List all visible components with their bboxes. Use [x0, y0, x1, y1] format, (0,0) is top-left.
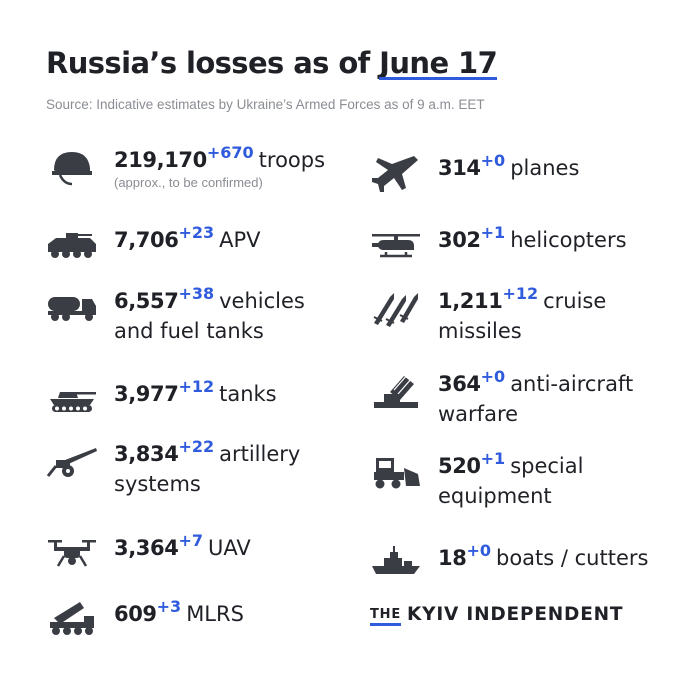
mlrs-delta: +3 [156, 597, 182, 616]
helmet-icon [46, 146, 98, 186]
artillery-value: 3,834 [114, 442, 179, 466]
anti-aircraft-label-2: warfare [438, 402, 519, 426]
anti-aircraft-icon [370, 370, 422, 410]
page-title: Russia’s losses as of June 17 [46, 46, 498, 80]
artillery-icon [46, 440, 98, 480]
title-date: June 17 [379, 46, 498, 80]
plane-icon [370, 154, 422, 194]
mlrs-label: MLRS [186, 602, 244, 626]
troops-value: 219,170 [114, 148, 207, 172]
uav-value: 3,364 [114, 536, 179, 560]
planes-label: planes [510, 156, 580, 180]
brand-logo: THE KYIV INDEPENDENT [370, 604, 624, 626]
helicopters-delta: +1 [480, 223, 506, 242]
missiles-value: 1,211 [438, 289, 503, 313]
artillery-label: artillery [219, 442, 301, 466]
artillery-label-2: systems [114, 472, 201, 496]
artillery-delta: +22 [178, 437, 215, 456]
tanks-delta: +12 [178, 377, 215, 396]
title-main: Russia’s losses as of [46, 46, 380, 80]
tanks-label: tanks [219, 382, 277, 406]
brand-the: THE [370, 607, 402, 626]
missiles-label-2: missiles [438, 319, 522, 343]
planes-delta: +0 [480, 151, 506, 170]
anti-aircraft-label: anti-aircraft [510, 372, 634, 396]
apv-icon [46, 226, 98, 266]
boats-value: 18 [438, 546, 467, 570]
apv-delta: +23 [178, 223, 215, 242]
apv-label: APV [219, 228, 261, 252]
vehicles-label: vehicles [219, 289, 305, 313]
missiles-delta: +12 [502, 284, 539, 303]
vehicles-delta: +38 [178, 284, 215, 303]
uav-delta: +7 [178, 531, 203, 550]
helicopters-label: helicopters [510, 228, 627, 252]
special-label-2: equipment [438, 484, 552, 508]
helicopter-icon [370, 226, 422, 266]
helicopters-value: 302 [438, 228, 481, 252]
drone-icon [46, 534, 98, 574]
uav-label: UAV [207, 536, 251, 560]
apv-value: 7,706 [114, 228, 179, 252]
planes-value: 314 [438, 156, 481, 180]
troops-label: troops [258, 148, 326, 172]
source-line: Source: Indicative estimates by Ukraine’… [46, 97, 485, 112]
boats-delta: +0 [466, 541, 491, 560]
mlrs-value: 609 [114, 602, 157, 626]
tank-icon [46, 380, 98, 420]
anti-aircraft-delta: +0 [480, 367, 506, 386]
anti-aircraft-value: 364 [438, 372, 481, 396]
fuel-truck-icon [46, 287, 98, 327]
tanks-value: 3,977 [114, 382, 179, 406]
bulldozer-icon [370, 452, 422, 492]
brand-name: KYIV INDEPENDENT [407, 604, 624, 625]
boat-icon [370, 544, 422, 584]
vehicles-value: 6,557 [114, 289, 179, 313]
vehicles-label-2: and fuel tanks [114, 319, 264, 343]
missile-icon [370, 287, 422, 327]
missiles-label: cruise [543, 289, 607, 313]
troops-note: (approx., to be confirmed) [114, 175, 263, 190]
special-delta: +1 [480, 449, 506, 468]
special-label: special [510, 454, 584, 478]
mlrs-icon [46, 600, 98, 640]
troops-delta: +670 [206, 143, 254, 162]
boats-label: boats / cutters [495, 546, 649, 570]
special-value: 520 [438, 454, 481, 478]
